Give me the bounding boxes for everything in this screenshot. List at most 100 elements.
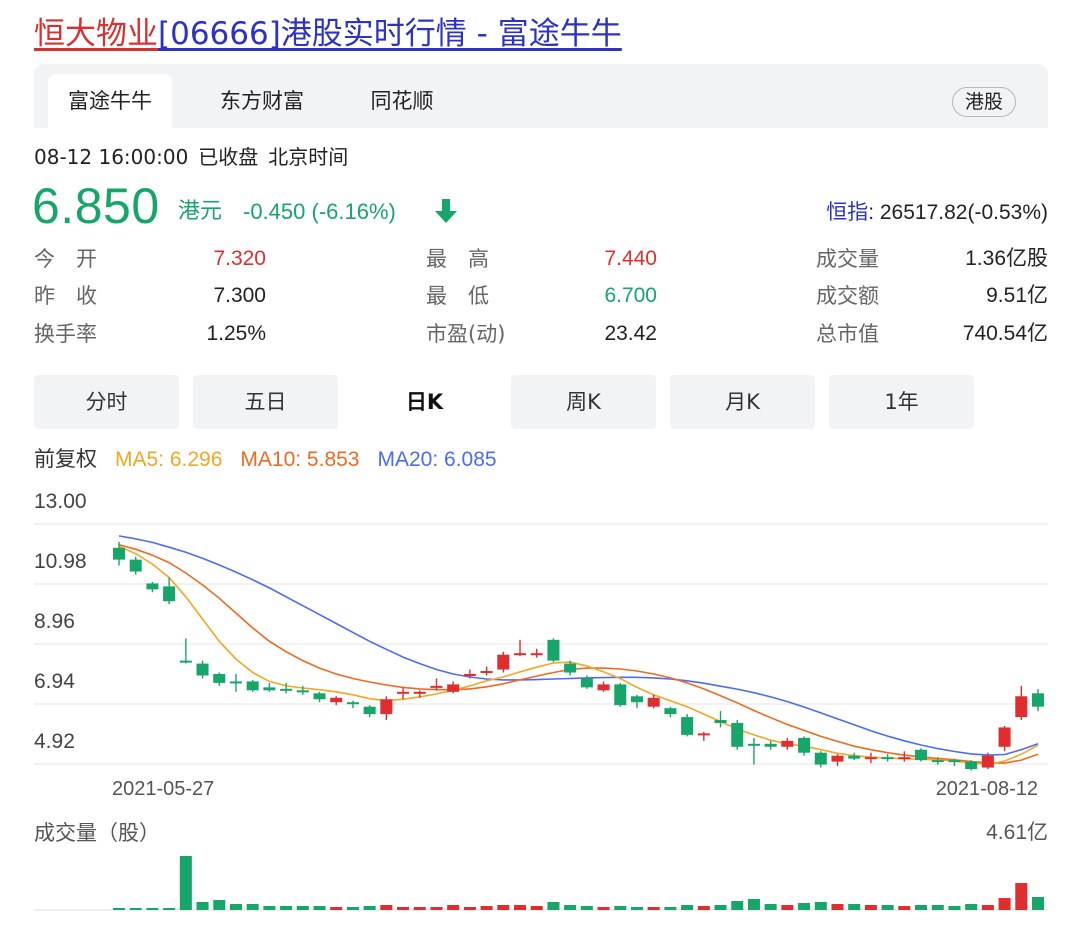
candle-body <box>196 663 209 676</box>
last-price: 6.850 <box>32 178 160 234</box>
arrow-down-icon <box>435 199 457 223</box>
candle-body <box>931 760 944 763</box>
candle-body <box>112 547 126 560</box>
period-tab-5day[interactable]: 五日 <box>193 375 338 429</box>
tab-futu[interactable]: 富途牛牛 <box>48 74 172 128</box>
volume-title: 成交量（股） <box>34 821 160 845</box>
market-state: 已收盘 <box>198 145 259 169</box>
volume-bar <box>380 905 393 910</box>
hsi-index[interactable]: 恒指: 26517.82(-0.53%) <box>826 199 1048 227</box>
candle-body <box>1031 693 1045 707</box>
market-tag[interactable]: 港股 <box>951 87 1016 117</box>
volume-bar <box>363 906 376 910</box>
candle-body <box>547 639 560 661</box>
volume-bar <box>280 906 293 910</box>
page-title-stock-name[interactable]: 恒大物业 <box>34 16 158 52</box>
volume-bar <box>614 906 627 910</box>
volume-bar <box>397 907 410 910</box>
volume-bar <box>112 908 126 910</box>
stat-label-pe: 市盈(动) <box>426 322 506 346</box>
candle-body <box>998 727 1011 747</box>
x-axis-start-date: 2021-05-27 <box>112 778 215 800</box>
ma20-label: MA20: 6.085 <box>377 448 497 471</box>
period-tab-daily-k[interactable]: 日K <box>352 375 497 429</box>
y-tick-label: 6.94 <box>34 670 75 693</box>
candle-body <box>898 757 911 760</box>
volume-bar <box>915 905 928 910</box>
candle-body <box>647 697 660 707</box>
stat-label-prev-close: 昨 收 <box>34 284 97 308</box>
stat-label-low: 最 低 <box>426 284 489 308</box>
candle-body <box>630 696 643 703</box>
ma5-line <box>118 545 1039 766</box>
volume-bar <box>697 906 710 910</box>
quote-datetime: 08-12 16:00:00 <box>34 145 189 169</box>
volume-bar <box>948 906 961 910</box>
candle-body <box>814 752 827 765</box>
page-title-link[interactable]: [06666]港股实时行情 - 富途牛牛 <box>158 16 622 52</box>
volume-bar <box>1015 883 1028 910</box>
candle-body <box>447 684 460 692</box>
volume-bar <box>597 907 610 910</box>
hsi-index-value: : 26517.82(-0.53%) <box>868 201 1048 224</box>
candle-body <box>848 755 861 759</box>
candle-body <box>229 681 242 684</box>
candle-body <box>915 749 928 761</box>
candle-body <box>798 737 811 753</box>
stat-value-volume: 1.36亿股 <box>965 247 1048 270</box>
period-tab-weekly-k[interactable]: 周K <box>511 375 656 429</box>
candle-body <box>697 733 710 736</box>
tab-eastmoney[interactable]: 东方财富 <box>220 89 304 113</box>
volume-bar <box>998 898 1011 910</box>
volume-bar <box>647 907 660 910</box>
volume-bar <box>831 904 844 910</box>
candle-body <box>179 660 192 663</box>
candle-body <box>463 674 476 676</box>
volume-bar <box>430 907 443 910</box>
candle-body <box>280 688 293 691</box>
candle-body <box>714 720 727 724</box>
candle-body <box>330 697 343 703</box>
volume-bar <box>163 908 176 910</box>
volume-bar <box>764 904 777 910</box>
volume-max-label: 4.61亿 <box>986 821 1048 844</box>
period-tab-intraday[interactable]: 分时 <box>34 375 179 429</box>
tab-tonghuashun[interactable]: 同花顺 <box>370 89 434 113</box>
candle-body <box>213 674 226 683</box>
candle-body <box>580 678 593 688</box>
quote-timestamp: 08-12 16:00:00 已收盘 北京时间 <box>34 143 348 171</box>
candle-body <box>831 755 844 762</box>
stat-value-pe: 23.42 <box>604 322 657 345</box>
volume-bar <box>296 906 309 910</box>
candle-body <box>781 740 794 747</box>
x-axis-end-date: 2021-08-12 <box>935 778 1038 800</box>
volume-bar <box>346 907 359 910</box>
candle-body <box>948 760 961 763</box>
volume-bar <box>798 903 811 910</box>
volume-bar <box>497 905 510 910</box>
volume-bar <box>781 905 794 910</box>
volume-bar <box>213 900 226 910</box>
candle-body <box>965 761 978 770</box>
volume-bar <box>514 905 527 910</box>
volume-bar <box>313 906 326 910</box>
adjust-mode-label[interactable]: 前复权 <box>34 448 97 471</box>
volume-bar <box>196 902 209 910</box>
period-tab-1year[interactable]: 1年 <box>829 375 974 429</box>
volume-bar <box>263 906 276 910</box>
stat-value-turnover: 9.51亿 <box>986 284 1048 307</box>
period-tab-monthly-k[interactable]: 月K <box>670 375 815 429</box>
stat-value-prev-close: 7.300 <box>213 284 266 307</box>
volume-bar <box>463 907 476 910</box>
volume-bar <box>447 905 460 910</box>
stat-label-market-cap: 总市值 <box>816 322 879 346</box>
stat-label-turnover: 成交额 <box>816 284 879 308</box>
page-title[interactable]: 恒大物业[06666]港股实时行情 - 富途牛牛 <box>34 12 622 56</box>
ma5-label: MA5: 6.296 <box>115 448 223 471</box>
stat-value-low: 6.700 <box>604 284 657 307</box>
volume-bar <box>547 902 560 910</box>
volume-bar <box>864 905 877 910</box>
volume-bar <box>246 904 259 910</box>
hsi-index-name[interactable]: 恒指 <box>826 201 869 224</box>
